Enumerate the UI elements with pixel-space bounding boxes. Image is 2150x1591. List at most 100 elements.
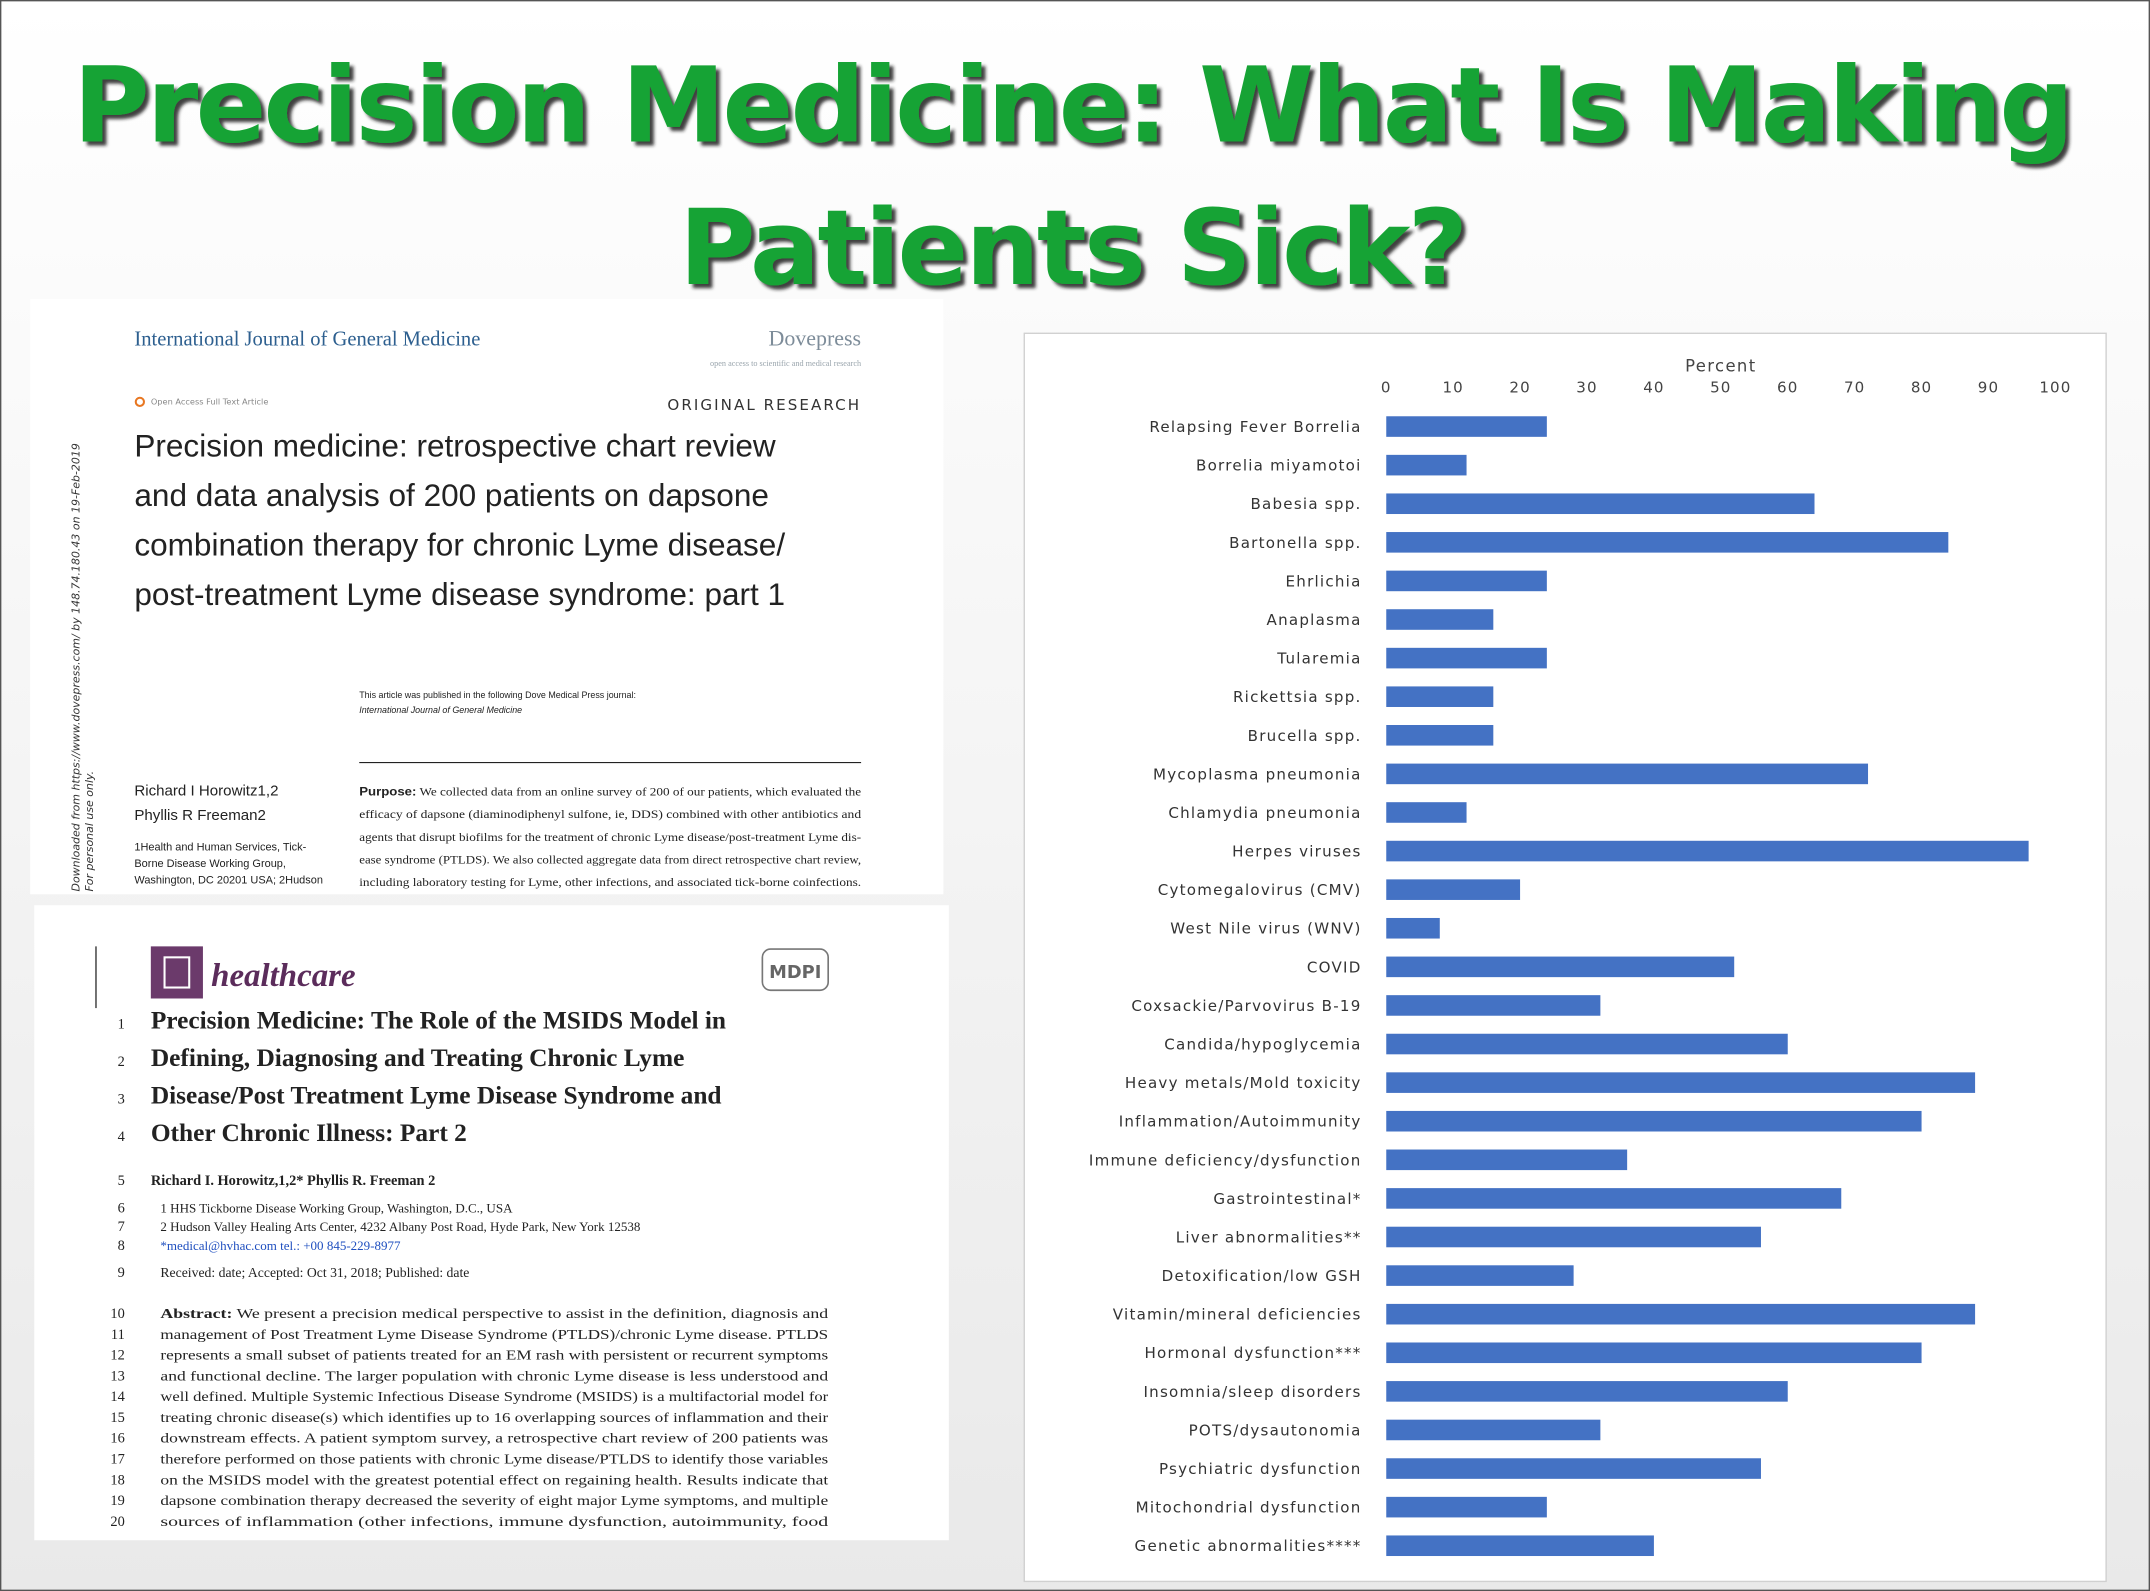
abstract-text: and functional decline. The larger popul… (160, 1368, 828, 1383)
abstract-text: therefore performed on those patients wi… (160, 1452, 828, 1467)
affiliation-line: *medical@hvhac.com tel.: +00 845-229-897… (160, 1238, 401, 1253)
bar (1386, 725, 1494, 746)
line-number: 9 (118, 1265, 125, 1281)
x-tick-label: 80 (1911, 378, 1932, 396)
abstract-text: We present a precision medical perspecti… (232, 1306, 828, 1321)
bar (1386, 1149, 1628, 1171)
y-tick-label: Immune deficiency/dysfunction (1089, 1151, 1362, 1169)
slide-title-line: Precision Medicine: What Is Making (73, 44, 2071, 166)
abstract-line: on the MSIDS model with the greatest pot… (160, 1472, 828, 1487)
article-title-line: combination therapy for chronic Lyme dis… (134, 526, 785, 562)
bar (1386, 1072, 1976, 1093)
bar (1386, 763, 1869, 785)
article-1: International Journal of General Medicin… (30, 298, 944, 895)
line-number: 12 (110, 1348, 124, 1364)
open-access-icon (134, 396, 146, 408)
bar (1386, 1535, 1654, 1557)
published-journal: International Journal of General Medicin… (359, 705, 522, 715)
y-tick-label: Inflammation/Autoimmunity (1119, 1113, 1362, 1131)
y-tick-label: Coxsackie/Parvovirus B-19 (1131, 997, 1361, 1015)
y-tick-label: Heavy metals/Mold toxicity (1125, 1074, 1362, 1092)
affiliation-line: 2 Hudson Valley Healing Arts Center, 423… (160, 1219, 640, 1234)
article-2-page (34, 905, 949, 1541)
abstract-line: well defined. Multiple Systemic Infectio… (160, 1389, 828, 1405)
x-tick-label: 0 (1381, 378, 1392, 396)
abstract-text: well defined. Multiple Systemic Infectio… (160, 1389, 828, 1405)
y-tick-label: Vitamin/mineral deficiencies (1113, 1306, 1362, 1324)
line-number: 19 (110, 1493, 124, 1509)
x-tick-label: 60 (1777, 378, 1798, 396)
y-tick-label: Hormonal dysfunction*** (1144, 1344, 1361, 1362)
y-tick-label: POTS/dysautonomia (1189, 1421, 1362, 1439)
personal-use-note: For personal use only. (83, 771, 96, 892)
line-number: 4 (118, 1129, 125, 1145)
line-number: 11 (111, 1327, 125, 1343)
abstract-text: represents a small subset of patients tr… (160, 1348, 828, 1363)
published-note: This article was published in the follow… (359, 690, 636, 700)
abstract-line: sources of inflammation (other infection… (160, 1514, 828, 1530)
bar (1386, 1419, 1601, 1441)
y-tick-label: COVID (1307, 958, 1362, 976)
x-tick-label: 10 (1442, 378, 1463, 396)
bar (1386, 1265, 1574, 1286)
purpose-text: including laboratory testing for Lyme, o… (359, 875, 861, 889)
author: Phyllis R Freeman2 (134, 807, 266, 824)
article-title-line: post-treatment Lyme disease syndrome: pa… (134, 576, 785, 612)
bar (1386, 879, 1521, 900)
y-tick-label: Borrelia miyamotoi (1196, 457, 1362, 475)
abstract-text: downstream effects. A patient symptom su… (160, 1431, 828, 1446)
y-tick-label: Tularemia (1276, 650, 1361, 668)
line-number: 14 (110, 1389, 124, 1405)
y-tick-label: West Nile virus (WNV) (1170, 920, 1361, 938)
line-number: 20 (110, 1514, 124, 1530)
article-2: healthcare MDPI 1 Precision Medicine: The R… (34, 905, 949, 1541)
article-title-line: Defining, Diagnosing and Treating Chroni… (151, 1044, 685, 1072)
purpose-line: Purpose: We collected data from an onlin… (359, 784, 861, 798)
publisher-tagline: open access to scientific and medical re… (710, 359, 861, 368)
y-tick-label: Mycoplasma pneumonia (1153, 765, 1362, 783)
abstract-line: downstream effects. A patient symptom su… (160, 1431, 828, 1446)
abstract-text: management of Post Treatment Lyme Diseas… (160, 1327, 828, 1343)
journal-name: healthcare (211, 958, 355, 994)
abstract-line: dapsone combination therapy decreased th… (160, 1493, 828, 1508)
x-tick-label: 70 (1844, 378, 1865, 396)
line-number: 3 (118, 1092, 125, 1108)
bar (1386, 802, 1467, 823)
abstract-line: management of Post Treatment Lyme Diseas… (160, 1327, 828, 1343)
bar (1386, 609, 1494, 630)
abstract-text: dapsone combination therapy decreased th… (160, 1493, 828, 1508)
publisher-name: Dovepress (769, 326, 862, 351)
bar (1386, 1226, 1761, 1248)
abstract-line: treating chronic disease(s) which identi… (160, 1410, 828, 1426)
abstract-line: represents a small subset of patients tr… (160, 1348, 828, 1363)
line-number: 16 (110, 1431, 124, 1447)
bar (1386, 917, 1440, 939)
slide-title-line: Patients Sick? (679, 187, 1465, 309)
purpose-line: including laboratory testing for Lyme, o… (359, 875, 861, 889)
article-title-line: Precision Medicine: The Role of the MSID… (151, 1007, 726, 1035)
slide-title: Precision Medicine: What Is Making Patien… (73, 44, 2074, 309)
x-axis-label: Percent (1685, 357, 1756, 376)
article-title-line: Other Chronic Illness: Part 2 (151, 1119, 467, 1147)
line-number: 7 (118, 1219, 125, 1235)
purpose-label: Purpose: (359, 785, 416, 798)
y-tick-label: Ehrlichia (1286, 572, 1362, 590)
x-tick-label: 50 (1710, 378, 1731, 396)
journal-logo-glyph (163, 956, 191, 989)
bar (1386, 1342, 1922, 1364)
line-number: 2 (118, 1054, 125, 1070)
line-number: 18 (110, 1472, 124, 1488)
abstract-label: Abstract: (160, 1306, 232, 1321)
bar (1386, 686, 1494, 707)
journal-logo (150, 946, 203, 999)
bar (1386, 647, 1547, 669)
affiliation-line: 1Health and Human Services, Tick- (134, 841, 306, 853)
line-number: 6 (118, 1200, 125, 1216)
x-tick-label: 30 (1576, 378, 1597, 396)
y-tick-label: Chlamydia pneumonia (1168, 804, 1361, 822)
affiliation-line: Borne Disease Working Group, (134, 858, 286, 870)
bar (1386, 1188, 1842, 1209)
purpose-text: ease syndrome (PTLDS). We also collected… (359, 852, 861, 866)
line-number: 8 (118, 1238, 125, 1254)
purpose-line: ease syndrome (PTLDS). We also collected… (359, 852, 861, 866)
